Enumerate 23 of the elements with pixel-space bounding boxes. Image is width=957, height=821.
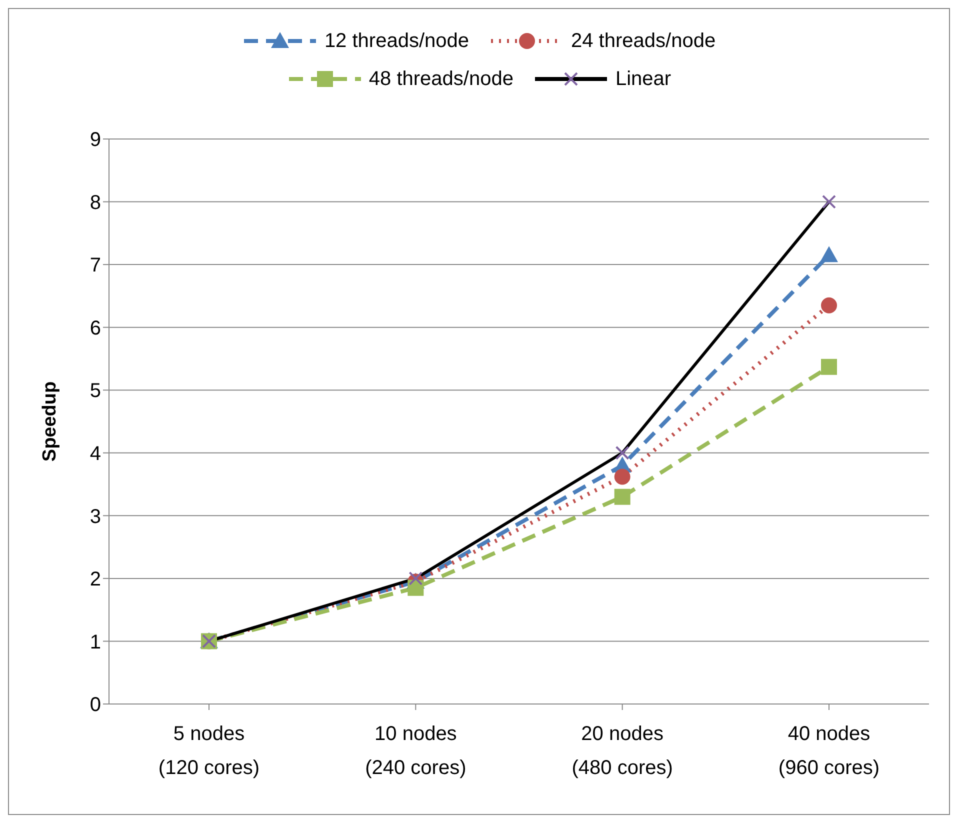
point — [614, 468, 630, 485]
legend-label: 48 threads/node — [368, 67, 514, 91]
y-tick-label: 3 — [90, 506, 101, 528]
point — [821, 358, 837, 375]
x-tick-label: 20 nodes (480 cores) — [572, 723, 673, 779]
y-tick-label: 7 — [90, 254, 101, 277]
y-tick-label: 1 — [90, 631, 101, 654]
point — [821, 297, 837, 314]
y-tick-label: 6 — [90, 317, 101, 340]
y-axis-title: Speedup — [40, 381, 61, 462]
y-tick-label: 8 — [90, 192, 101, 214]
x-tick-label: 5 nodes (120 cores) — [158, 723, 260, 779]
y-tick-label: 0 — [90, 694, 101, 716]
legend-label: 12 threads/node — [323, 29, 469, 53]
legend-label: 24 threads/node — [570, 29, 716, 53]
x-tick-label: 40 nodes (960 cores) — [778, 723, 880, 779]
y-tick-label: 5 — [90, 380, 101, 402]
legend-label: Linear — [614, 67, 672, 91]
y-tick-label: 9 — [90, 129, 101, 152]
y-tick-label: 2 — [90, 568, 101, 591]
x-tick-label: 10 nodes (240 cores) — [365, 723, 466, 779]
point — [614, 488, 630, 505]
y-tick-label: 4 — [90, 442, 101, 465]
